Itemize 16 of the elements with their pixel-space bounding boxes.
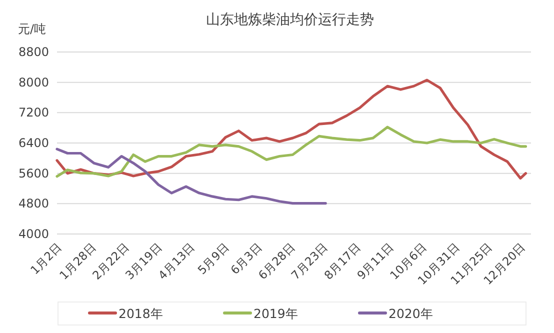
y-tick-label: 4000 [18, 227, 49, 241]
y-axis-title: 元/吨 [18, 22, 46, 36]
x-tick-label: 5月9日 [194, 240, 232, 278]
line-series [56, 78, 528, 180]
y-tick-label: 4800 [18, 196, 49, 211]
legend-label: 2020年 [388, 306, 434, 321]
legend-label: 2019年 [254, 306, 298, 321]
legend-label: 2018年 [118, 306, 164, 321]
y-tick-label: 7200 [18, 106, 49, 120]
y-tick-label: 8000 [18, 75, 49, 90]
chart-title: 山东地炼柴油均价运行走势 [206, 12, 374, 28]
y-tick-label: 5600 [18, 166, 49, 180]
y-tick-label: 8800 [18, 45, 49, 59]
y-tick-label: 6400 [18, 136, 49, 150]
line-series [56, 148, 327, 205]
line-series [56, 126, 528, 178]
